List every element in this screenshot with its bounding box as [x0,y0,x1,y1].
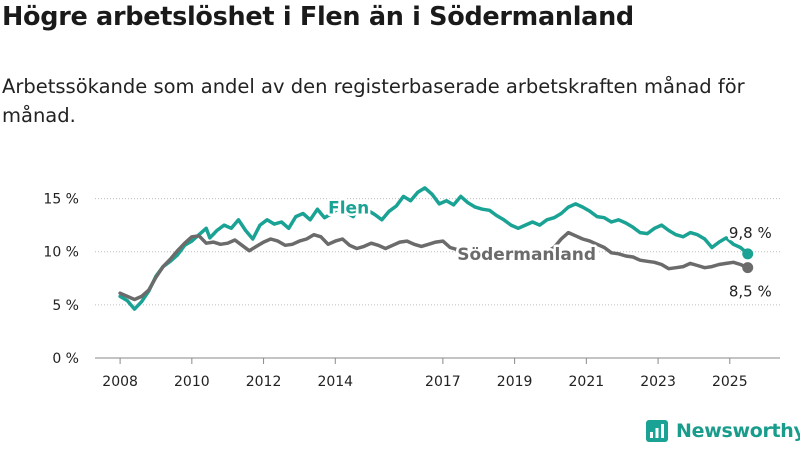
newsworthy-icon [646,420,668,442]
x-tick-label: 2014 [317,374,353,390]
x-tick-label: 2008 [102,374,138,390]
series-lines [118,186,754,311]
x-tick-label: 2025 [712,374,748,390]
series-label-flen: Flen [328,198,369,218]
x-tick-label: 2017 [425,374,461,390]
series-label-sodermanland: Södermanland [457,245,596,265]
end-value-label-flen: 9,8 % [729,224,772,242]
series-label-sodermanland-halo: Södermanland [457,245,596,265]
y-tick-label: 15 % [43,192,79,208]
x-tick-label: 2021 [569,374,605,390]
end-value-label-sodermanland-halo: 8,5 % [729,283,772,301]
newsworthy-logo: Newsworthy [645,419,800,443]
end-point-sodermanland [742,262,754,274]
y-tick-label: 10 % [43,245,79,261]
y-tick-label: 5 % [52,298,79,314]
y-axis-ticks: 0 % 5 % 10 % 15 % [43,192,79,367]
y-tick-label: 0 % [52,351,79,367]
x-axis-ticks: 2008 2010 2012 2014 2017 2019 2021 2023 2025 [102,358,748,390]
chart-subtitle: Arbetssökande som andel av den registerb… [2,75,745,127]
end-value-label-sodermanland: 8,5 % [729,283,772,301]
x-tick-label: 2010 [174,374,210,390]
gridlines [95,198,780,359]
series-label-flen-halo: Flen [328,198,369,218]
end-point-flen [742,248,754,260]
x-tick-label: 2023 [640,374,676,390]
x-tick-label: 2012 [246,374,282,390]
series-line-flen [118,186,750,311]
series-line-sodermanland [118,230,750,302]
x-tick-label: 2019 [497,374,533,390]
chart-title: Högre arbetslöshet i Flen än i Södermanl… [2,2,634,32]
brand-name: Newsworthy [676,420,800,442]
end-value-label-flen-halo: 9,8 % [729,224,772,242]
